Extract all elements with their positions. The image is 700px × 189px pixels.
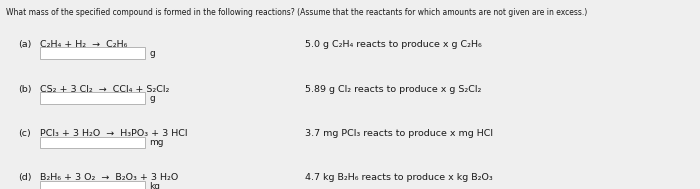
FancyBboxPatch shape [40, 180, 145, 189]
Text: kg: kg [149, 182, 160, 189]
Text: C₂H₄ + H₂  →  C₂H₆: C₂H₄ + H₂ → C₂H₆ [40, 40, 127, 49]
Text: 5.0 g C₂H₄ reacts to produce x g C₂H₆: 5.0 g C₂H₄ reacts to produce x g C₂H₆ [305, 40, 482, 49]
Text: 3.7 mg PCl₃ reacts to produce x mg HCl: 3.7 mg PCl₃ reacts to produce x mg HCl [305, 129, 493, 138]
Text: PCl₃ + 3 H₂O  →  H₃PO₃ + 3 HCl: PCl₃ + 3 H₂O → H₃PO₃ + 3 HCl [40, 129, 188, 138]
FancyBboxPatch shape [40, 92, 145, 104]
Text: (b): (b) [18, 85, 32, 94]
Text: B₂H₆ + 3 O₂  →  B₂O₃ + 3 H₂O: B₂H₆ + 3 O₂ → B₂O₃ + 3 H₂O [40, 173, 178, 182]
FancyBboxPatch shape [40, 136, 145, 148]
Text: What mass of the specified compound is formed in the following reactions? (Assum: What mass of the specified compound is f… [6, 8, 587, 17]
Text: g: g [149, 94, 155, 103]
FancyBboxPatch shape [40, 47, 145, 59]
Text: 5.89 g Cl₂ reacts to produce x g S₂Cl₂: 5.89 g Cl₂ reacts to produce x g S₂Cl₂ [305, 85, 482, 94]
Text: mg: mg [149, 138, 164, 147]
Text: 4.7 kg B₂H₆ reacts to produce x kg B₂O₃: 4.7 kg B₂H₆ reacts to produce x kg B₂O₃ [305, 173, 493, 182]
Text: (d): (d) [18, 173, 32, 182]
Text: (c): (c) [18, 129, 31, 138]
Text: g: g [149, 49, 155, 58]
Text: (a): (a) [18, 40, 32, 49]
Text: CS₂ + 3 Cl₂  →  CCl₄ + S₂Cl₂: CS₂ + 3 Cl₂ → CCl₄ + S₂Cl₂ [40, 85, 169, 94]
